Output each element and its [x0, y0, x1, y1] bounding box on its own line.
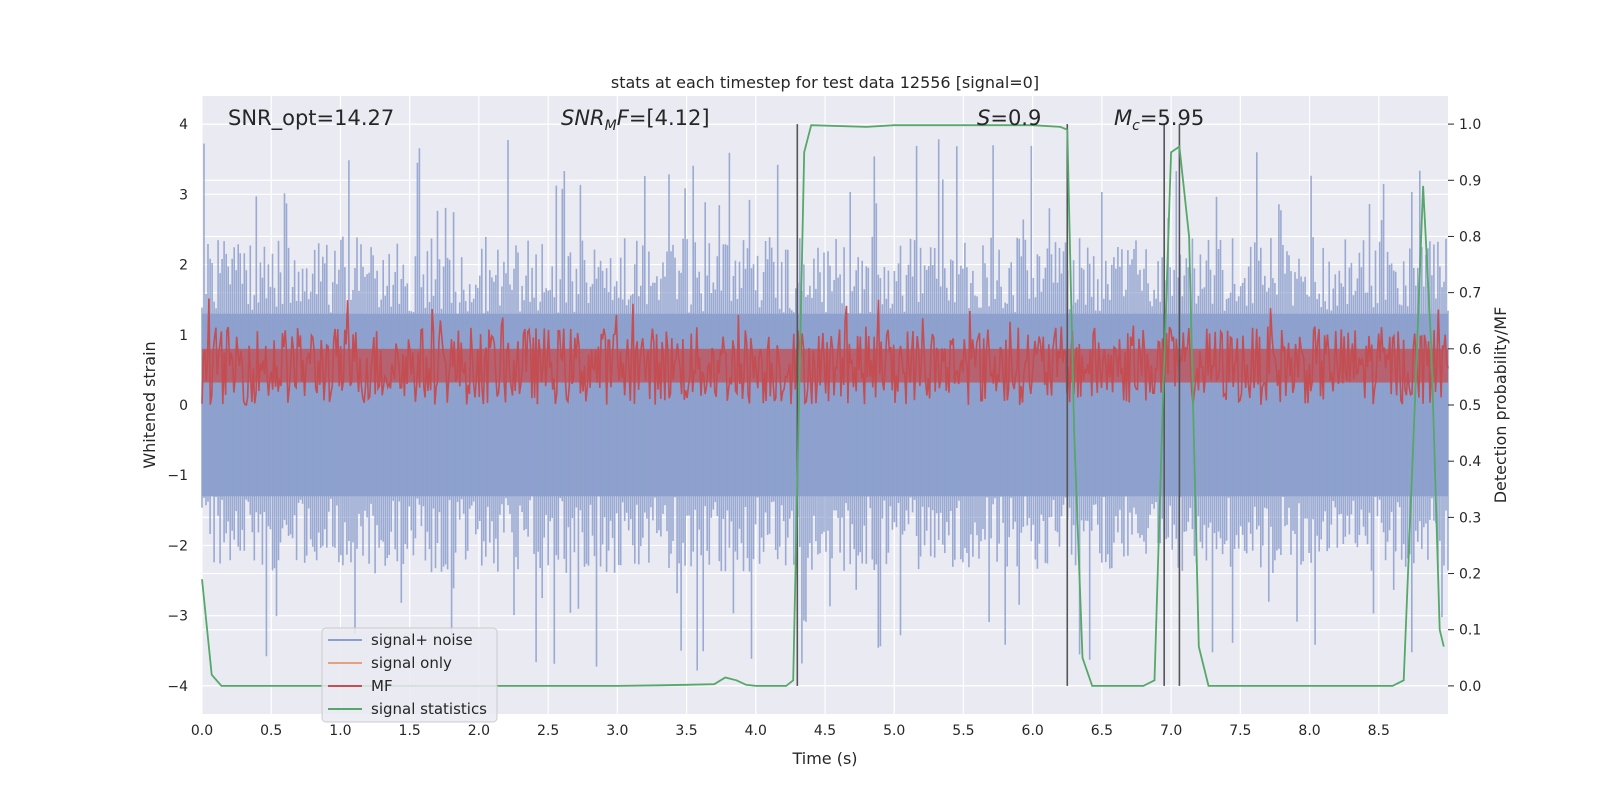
plot-layers [201, 124, 1449, 687]
y2-tick-label: 0.8 [1459, 229, 1481, 245]
x-tick-label: 7.0 [1160, 723, 1182, 739]
x-tick-label: 1.0 [329, 723, 351, 739]
x-tick-label: 3.5 [675, 723, 697, 739]
x-tick-label: 1.5 [399, 723, 421, 739]
y2-tick-label: 0.3 [1459, 510, 1481, 526]
x-tick-label: 8.0 [1298, 723, 1320, 739]
y-axis-label: Whitened strain [140, 341, 159, 468]
x-tick-label: 2.5 [537, 723, 559, 739]
series-mf-core [202, 348, 1448, 383]
legend-box [321, 627, 498, 723]
annotation-s-symbol: S [977, 106, 990, 130]
annotation-mc: Mc=5.95 [1114, 106, 1204, 134]
y-tick-label: 3 [179, 187, 188, 203]
x-tick-label: 6.0 [1022, 723, 1044, 739]
legend-label-mf: MF [371, 677, 393, 695]
x-axis-label: Time (s) [791, 749, 857, 768]
y2-tick-label: 1.0 [1459, 117, 1481, 133]
y2-tick-label: 0.4 [1459, 454, 1481, 470]
x-tick-label: 3.0 [606, 723, 628, 739]
x-tick-label: 8.5 [1368, 723, 1390, 739]
y-tick-label: 1 [179, 328, 188, 344]
y2-tick-label: 0.9 [1459, 173, 1481, 189]
y2-tick-labels: 1.0 0.9 0.8 0.7 0.6 0.5 0.4 0.3 0.2 0.1 0.0 [1448, 117, 1481, 695]
legend-label-noise: signal+ noise [371, 631, 473, 649]
y2-tick-label: 0.5 [1459, 398, 1481, 414]
y-tick-label: −3 [167, 609, 188, 625]
annotation-s: S=0.9 [977, 106, 1041, 130]
x-tick-label: 7.5 [1229, 723, 1251, 739]
annotation-snr-mf-sub: M [605, 118, 617, 134]
annotation-mc-base: M [1114, 106, 1132, 130]
y-tick-label: 2 [179, 258, 188, 274]
x-tick-label: 5.0 [883, 723, 905, 739]
x-tick-labels: 0.0 0.5 1.0 1.5 2.0 2.5 3.0 3.5 4.0 4.5 5.0 5.5 6.0 6… [191, 723, 1390, 739]
annotation-snr-opt: SNR_opt=14.27 [228, 106, 394, 131]
legend-label-stats: signal statistics [371, 700, 487, 718]
x-tick-label: 0.0 [191, 723, 213, 739]
series-signal-noise-core [202, 313, 1448, 497]
annotation-mc-sub: c [1132, 118, 1140, 134]
legend: signal+ noise signal only MF signal stat… [321, 627, 498, 723]
y2-tick-label: 0.2 [1459, 567, 1481, 583]
annotation-snr-mf-tail: F [617, 106, 630, 130]
y2-tick-label: 0.0 [1459, 679, 1481, 695]
annotation-s-value: =0.9 [990, 106, 1041, 130]
legend-label-signal: signal only [371, 654, 452, 672]
annotation-snr-mf-base: SNR [561, 106, 605, 130]
x-tick-label: 4.5 [814, 723, 836, 739]
y-tick-label: 4 [179, 117, 188, 133]
y-tick-label: 0 [179, 398, 188, 414]
chart-title: stats at each timestep for test data 125… [611, 73, 1039, 92]
y2-axis-label: Detection probability/MF [1491, 307, 1510, 504]
series-signal-statistics [201, 124, 1445, 687]
annotation-snr-mf: SNRMF=[4.12] [561, 106, 710, 134]
x-tick-label: 2.0 [468, 723, 490, 739]
y-tick-label: −2 [167, 538, 188, 554]
x-tick-label: 0.5 [260, 723, 282, 739]
x-tick-label: 4.0 [745, 723, 767, 739]
annotation-snr-mf-value: =[4.12] [629, 106, 710, 130]
annotation-mc-value: =5.95 [1140, 106, 1204, 130]
y-tick-label: −4 [167, 679, 188, 695]
y-tick-label: −1 [167, 468, 188, 484]
y2-tick-label: 0.7 [1459, 286, 1481, 302]
y2-tick-label: 0.6 [1459, 342, 1481, 358]
y-tick-labels: 4 3 2 1 0 −1 −2 −3 −4 [167, 117, 188, 695]
y2-tick-label: 0.1 [1459, 623, 1481, 639]
x-tick-label: 6.5 [1091, 723, 1113, 739]
x-tick-label: 5.5 [952, 723, 974, 739]
